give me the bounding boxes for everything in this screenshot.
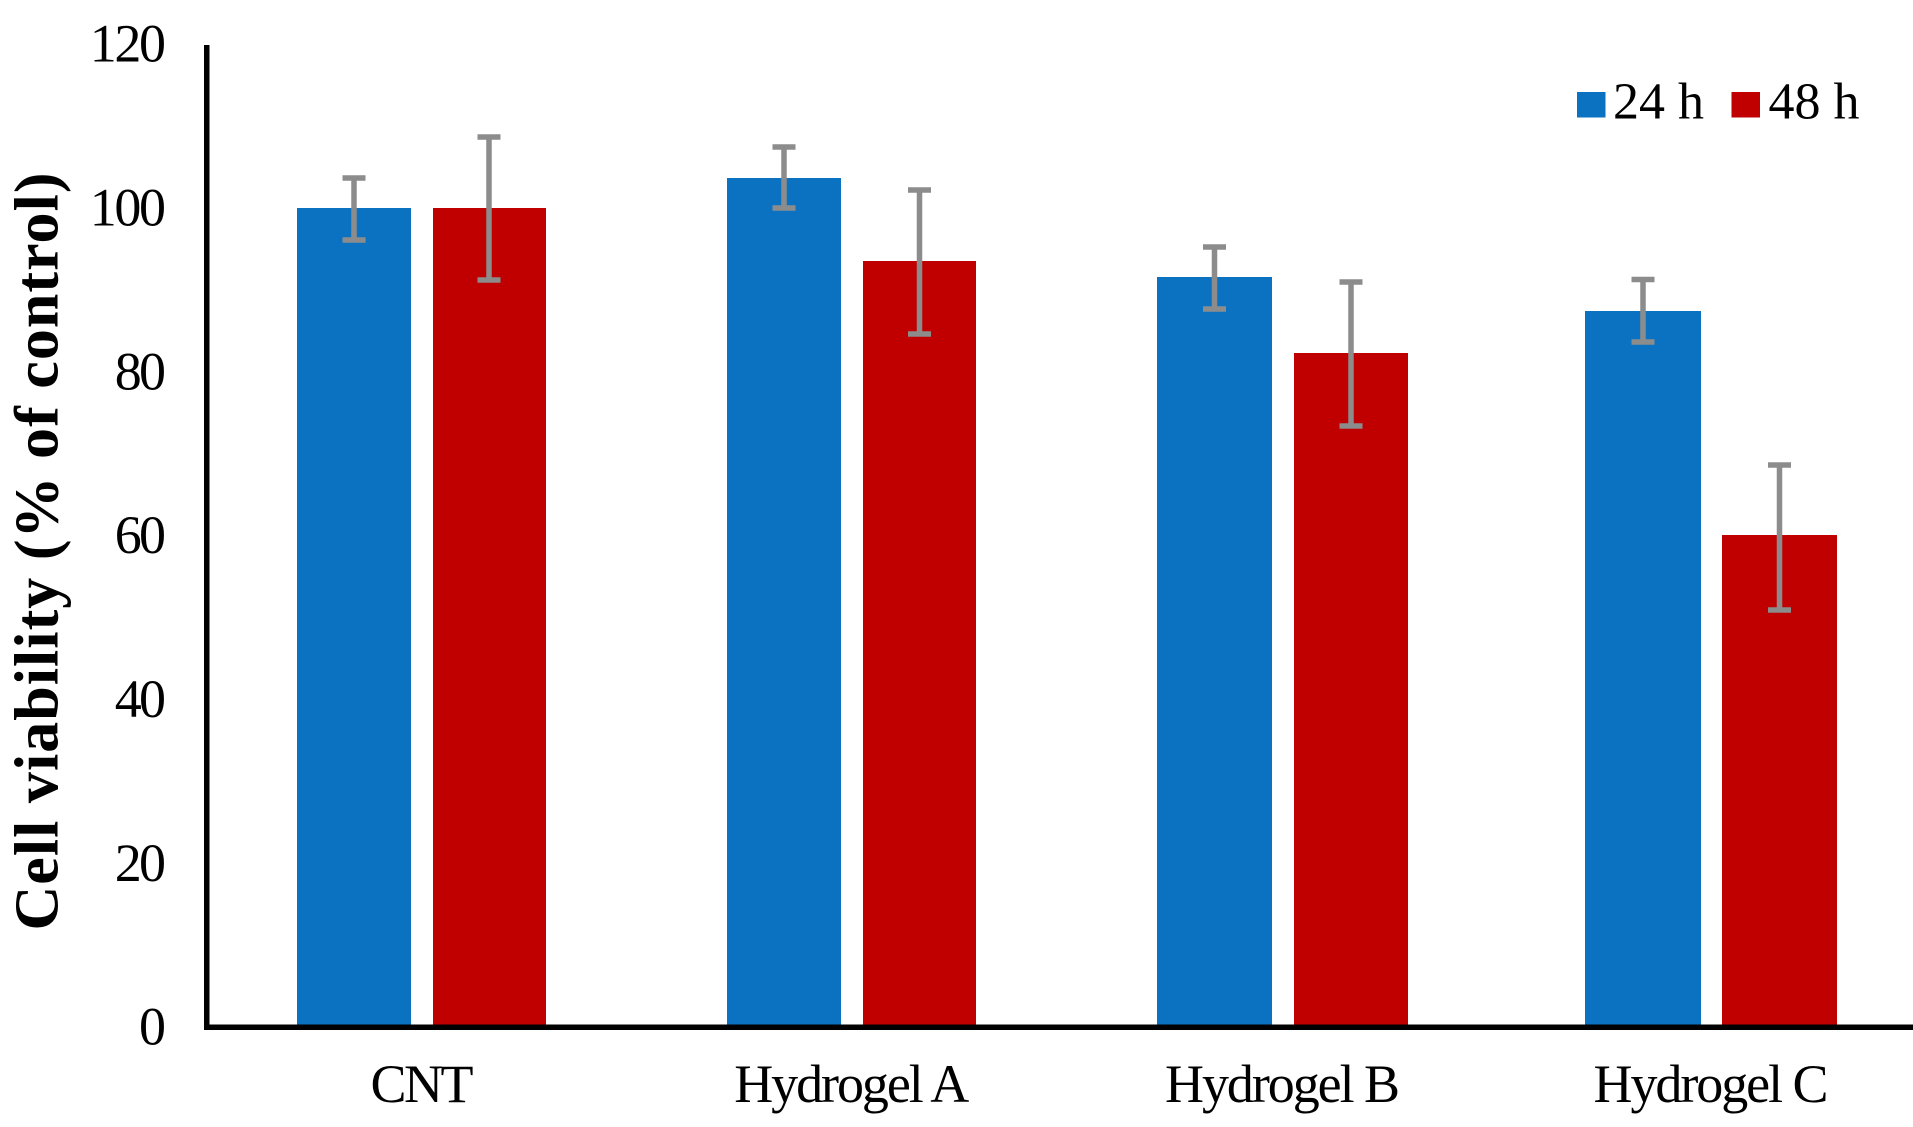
svg-text:0: 0	[139, 997, 166, 1057]
svg-text:48 h: 48 h	[1769, 74, 1860, 131]
svg-text:100: 100	[90, 178, 166, 238]
svg-text:Hydrogel C: Hydrogel C	[1594, 1054, 1829, 1114]
svg-text:120: 120	[90, 14, 166, 74]
svg-text:Cell viability (% of control): Cell viability (% of control)	[4, 173, 72, 931]
svg-text:20: 20	[115, 833, 166, 893]
svg-text:60: 60	[115, 505, 166, 565]
svg-text:24 h: 24 h	[1613, 74, 1704, 131]
svg-text:Hydrogel B: Hydrogel B	[1165, 1054, 1400, 1114]
svg-text:80: 80	[115, 341, 166, 401]
svg-text:CNT: CNT	[371, 1054, 474, 1114]
svg-text:Hydrogel A: Hydrogel A	[734, 1054, 969, 1114]
svg-text:40: 40	[115, 669, 166, 729]
